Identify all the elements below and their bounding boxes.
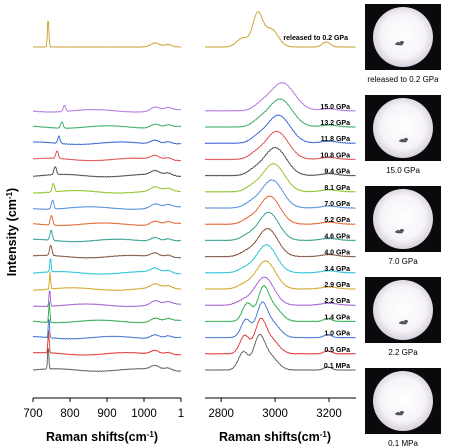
high-spectrum-line	[204, 260, 356, 290]
sample-disk	[373, 98, 433, 158]
low-x-tick-label: 1	[178, 408, 184, 420]
pressure-label: released to 0.2 GPa	[283, 35, 348, 42]
low-x-tick-label: 800	[60, 408, 79, 420]
pressure-labels: 0.1 MPa 0.5 GPa 1.0 GPa 1.4 GPa 2.2 GPa 2.9 G…	[283, 35, 350, 370]
pressure-label: 1.4 GPa	[324, 314, 350, 321]
low-spectrum-line	[32, 166, 182, 178]
crystal-speck	[394, 410, 405, 416]
low-spectrum-line	[32, 329, 182, 356]
low-spectrum-line	[32, 20, 182, 48]
sample-disk	[373, 7, 433, 67]
low-x-tick-label: 700	[23, 408, 42, 420]
pressure-label: 4.6 GPa	[324, 233, 350, 240]
low-x-tick-label: 1000	[131, 408, 157, 420]
y-axis-title: Intensity (cm-1)	[5, 188, 19, 276]
high-spectrum-line	[204, 333, 356, 371]
pressure-label: 2.9 GPa	[324, 282, 350, 289]
high-x-tick-label: 3000	[262, 408, 288, 420]
crystal-speck	[398, 137, 409, 143]
high-spectrum-line	[204, 11, 356, 48]
high-x-tick-label: 2800	[208, 408, 234, 420]
pressure-label: 5.2 GPa	[324, 217, 350, 224]
sample-photo: 0.1 MPa	[365, 368, 441, 448]
high-spectrum-line	[204, 317, 356, 355]
sample-disk	[373, 371, 433, 431]
pressure-label: 3.4 GPa	[324, 266, 350, 273]
pressure-label: 11.8 GPa	[321, 136, 350, 143]
pressure-label: 4.0 GPa	[324, 250, 350, 257]
pressure-label: 2.2 GPa	[324, 298, 350, 305]
pressure-label: 10.8 GPa	[320, 152, 350, 159]
low-spectrum-line	[32, 348, 182, 373]
photo-caption: 15.0 GPa	[386, 166, 420, 175]
pressure-label: 15.0 GPa	[320, 104, 350, 111]
low-spectrum-line	[32, 135, 182, 146]
photo-caption: released to 0.2 GPa	[367, 75, 439, 84]
low-spectrum-line	[32, 182, 182, 194]
high-spectrum-line	[204, 82, 356, 112]
high-spectrum-line	[204, 227, 356, 258]
pressure-label: 7.0 GPa	[324, 201, 350, 208]
high-spectrum-line	[205, 301, 356, 339]
photo-caption: 0.1 MPa	[388, 439, 418, 448]
high-spectrum-line	[204, 276, 356, 307]
low-spectrum-line	[32, 301, 182, 324]
low-spectrum-line	[32, 290, 182, 308]
low-x-axis-title: Raman shifts(cm-1)	[46, 430, 158, 444]
high-spectrum-line	[204, 114, 356, 145]
low-spectrum-line	[32, 229, 182, 243]
low-spectrum-line	[32, 244, 182, 259]
high-spectrum-line	[204, 211, 356, 242]
low-spectrum-line	[32, 215, 182, 227]
high-spectrum-line	[204, 179, 356, 209]
pressure-label: 8.1 GPa	[324, 185, 350, 192]
high-spectrum-line	[204, 146, 356, 177]
high-spectrum-line	[204, 130, 356, 161]
high-spectrum-line	[204, 163, 356, 193]
high-spectrum-line	[204, 285, 356, 323]
high-spectra	[204, 11, 356, 371]
low-spectrum-line	[32, 258, 182, 275]
pressure-label: 0.5 GPa	[324, 347, 350, 354]
high-spectrum-line	[204, 244, 356, 274]
photo-caption: 7.0 GPa	[388, 257, 418, 266]
high-frequency-panel: 2800 3000 3200 Raman shifts(cm-1) 0.1 MPa0…	[204, 11, 356, 444]
sample-photo: 7.0 GPa	[365, 186, 441, 266]
pressure-label: 1.0 GPa	[324, 331, 350, 338]
high-x-ticks: 2800 3000 3200	[208, 398, 342, 420]
low-spectrum-line	[32, 150, 182, 162]
photo-caption: 2.2 GPa	[388, 348, 418, 357]
low-spectrum-line	[32, 271, 182, 291]
high-x-tick-label: 3200	[316, 408, 342, 420]
pressure-label: 9.4 GPa	[324, 169, 350, 176]
sample-photo: 15.0 GPa	[365, 95, 441, 175]
high-spectrum-line	[204, 98, 356, 128]
low-frequency-panel: 700 800 900 1000 1 Raman shifts(cm-1)	[23, 20, 184, 444]
low-spectra	[32, 20, 182, 373]
low-spectrum-line	[32, 200, 182, 210]
high-x-axis-title: Raman shifts(cm-1)	[219, 430, 331, 444]
pressure-label: 13.2 GPa	[320, 120, 350, 127]
crystal-speck	[394, 228, 405, 234]
sample-disk	[373, 280, 433, 340]
crystal-speck	[398, 319, 409, 325]
sample-photos: released to 0.2 GPa 15.0 GPa 7.0 GPa 2.2 GP…	[365, 4, 441, 448]
low-spectrum-line	[32, 121, 182, 129]
high-spectrum-line	[204, 195, 356, 226]
low-spectrum-line	[32, 319, 182, 340]
low-x-ticks: 700 800 900 1000 1	[23, 398, 184, 420]
low-spectrum-line	[32, 104, 182, 113]
low-x-tick-label: 900	[97, 408, 116, 420]
sample-disk	[373, 189, 433, 249]
pressure-label: 0.1 MPa	[324, 363, 350, 370]
sample-photo: 2.2 GPa	[365, 277, 441, 357]
sample-photo: released to 0.2 GPa	[365, 4, 441, 84]
crystal-speck	[394, 40, 405, 46]
